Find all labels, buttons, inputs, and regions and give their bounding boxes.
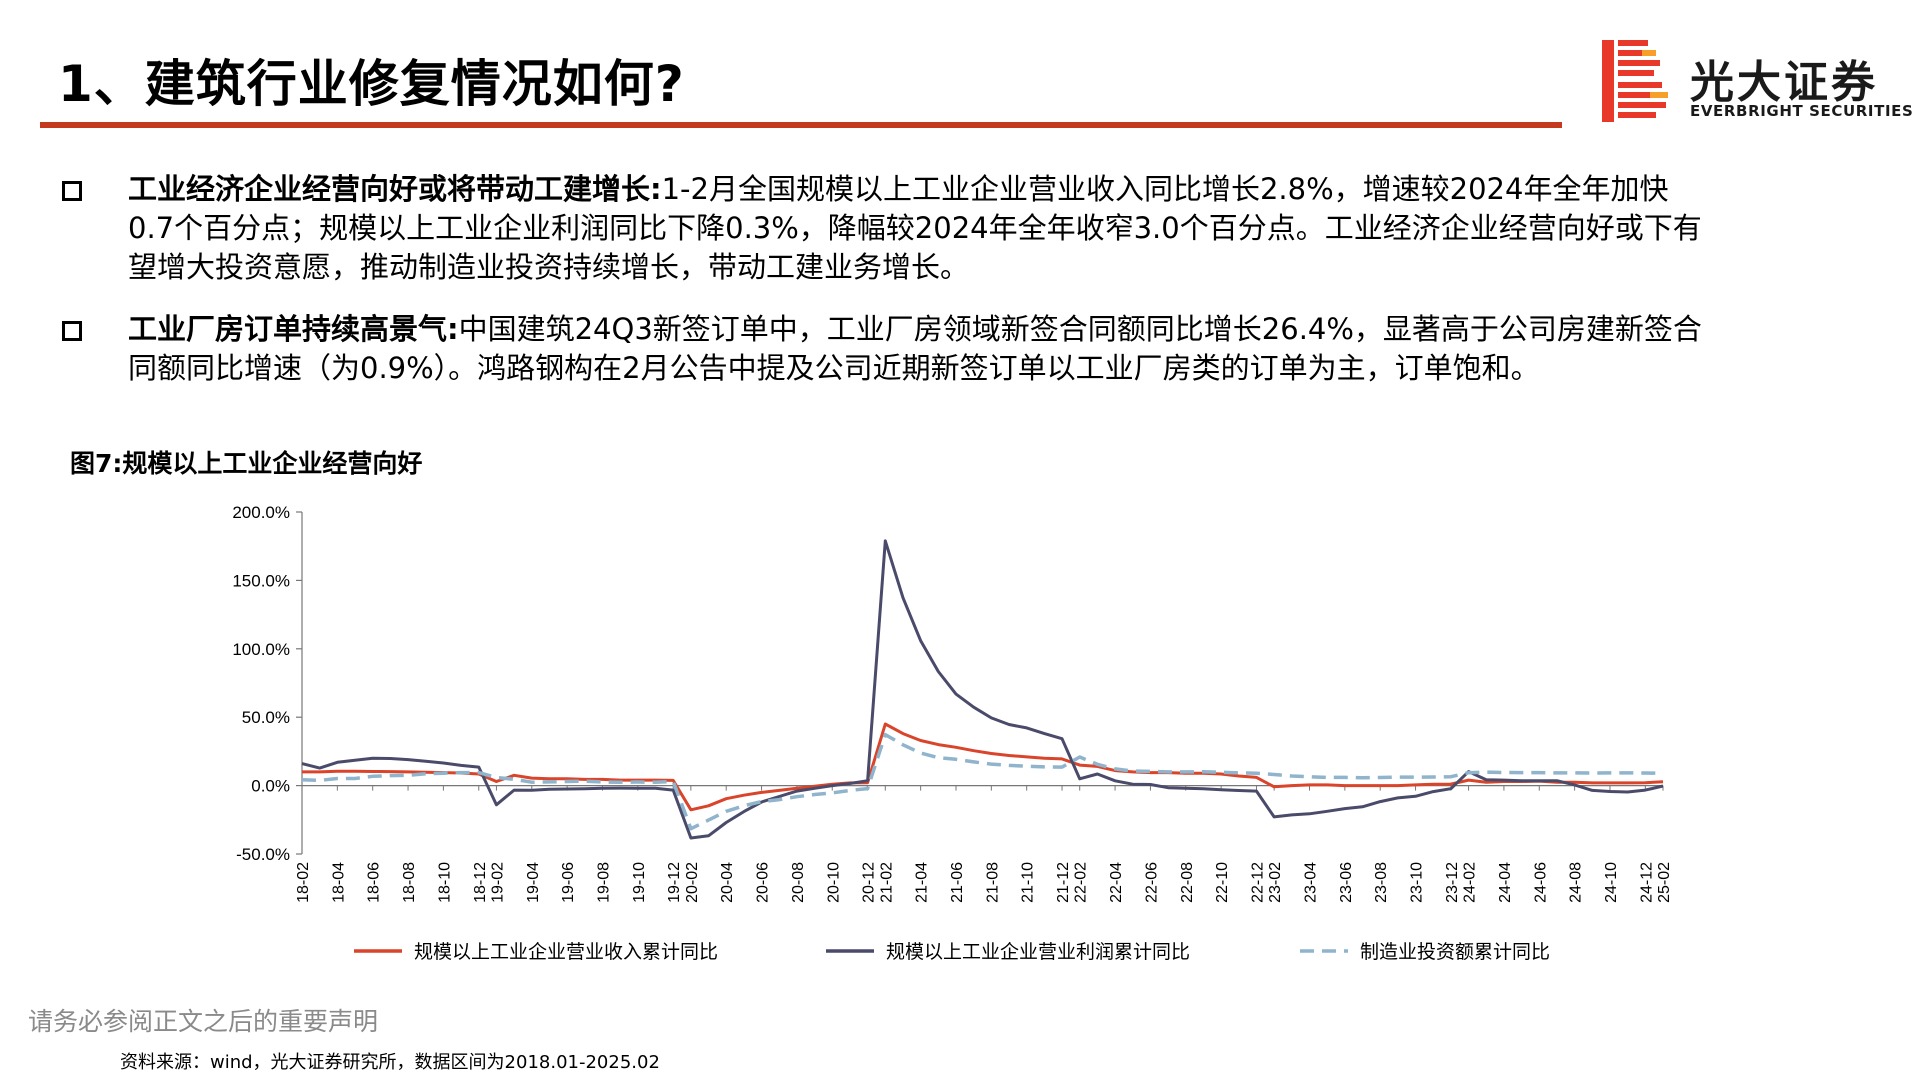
title-divider: [40, 122, 1562, 128]
x-tick-label: 20-10: [825, 862, 842, 903]
x-tick-label: 18-10: [436, 862, 453, 903]
x-tick-label: 20-08: [790, 862, 807, 903]
x-tick-label: 22-06: [1143, 862, 1160, 903]
x-tick-label: 22-04: [1108, 862, 1125, 903]
x-tick-label: 23-12: [1444, 862, 1461, 903]
x-tick-label: 21-08: [984, 862, 1001, 903]
x-tick-label: 24-06: [1532, 862, 1549, 903]
x-tick-label: 21-02: [878, 862, 895, 903]
x-tick-label: 20-06: [755, 862, 772, 903]
x-tick-label: 22-10: [1214, 862, 1231, 903]
brand-name-en: EVERBRIGHT SECURITIES: [1690, 102, 1914, 120]
x-tick-label: 24-02: [1462, 862, 1479, 903]
series-line-1: [302, 722, 1664, 812]
brand-name-cn: 光大证券: [1690, 57, 1878, 108]
x-tick-label: 19-04: [525, 862, 542, 903]
x-tick-label: 24-04: [1497, 862, 1514, 903]
x-tick-label: 18-04: [330, 862, 347, 903]
square-bullet-icon: [62, 321, 82, 341]
x-tick-label: 23-06: [1338, 862, 1355, 903]
legend-label-2: 规模以上工业企业营业利润累计同比: [886, 941, 1190, 963]
x-tick-label: 19-12: [666, 862, 683, 903]
x-tick-label: 23-04: [1302, 862, 1319, 903]
bullet-body: 中国建筑24Q3新签订单中，工业厂房领域新签合同额同比增长26.4%，显著高于公…: [128, 312, 1702, 385]
x-tick-label: 20-12: [861, 862, 878, 903]
x-tick-label: 22-02: [1073, 862, 1090, 903]
x-tick-label: 18-12: [472, 862, 489, 903]
x-tick-label: 25-02: [1656, 862, 1673, 903]
x-tick-label: 19-08: [595, 862, 612, 903]
y-tick-label: -50.0%: [236, 845, 290, 864]
x-tick-label: 18-08: [401, 862, 418, 903]
series-layer: [301, 539, 1664, 840]
bullet-industrial-economy: 工业经济企业经营向好或将带动工建增长:1-2月全国规模以上工业企业营业收入同比增…: [62, 170, 1702, 287]
bullet-factory-orders: 工业厂房订单持续高景气:中国建筑24Q3新签订单中，工业厂房领域新签合同额同比增…: [62, 310, 1702, 388]
bullet-heading: 工业厂房订单持续高景气:: [128, 312, 459, 346]
disclaimer-text: 请务必参阅正文之后的重要声明: [28, 1007, 379, 1036]
x-tick-label: 24-10: [1603, 862, 1620, 903]
x-tick-label: 21-04: [914, 862, 931, 903]
source-note: 资料来源：wind，光大证券研究所，数据区间为2018.01-2025.02: [120, 1052, 660, 1073]
bullet-body: 1-2月全国规模以上工业企业营业收入同比增长2.8%，增速较2024年全年加快0…: [128, 172, 1702, 284]
x-tick-label: 18-06: [366, 862, 383, 903]
x-tick-label: 23-02: [1267, 862, 1284, 903]
brand-logo: 光大证券 EVERBRIGHT SECURITIES: [1598, 38, 1913, 124]
bullet-heading: 工业经济企业经营向好或将带动工建增长:: [128, 172, 662, 206]
x-tick-label: 20-02: [684, 862, 701, 903]
figure-title: 图7:规模以上工业企业经营向好: [70, 449, 423, 478]
x-tick-label: 22-08: [1179, 862, 1196, 903]
y-tick-label: 150.0%: [232, 571, 290, 590]
chart-legend: 规模以上工业企业营业收入累计同比 规模以上工业企业营业利润累计同比 制造业投资额累计…: [354, 941, 1550, 963]
x-tick-label: 19-06: [560, 862, 577, 903]
x-axis: 18-02 18-04 18-06 18-08 18-10 18-12 19-02 19-04…: [295, 785, 1673, 903]
x-tick-label: 21-12: [1055, 862, 1072, 903]
x-tick-label: 19-10: [631, 862, 648, 903]
x-tick-label: 21-06: [949, 862, 966, 903]
y-tick-label: 200.0%: [232, 503, 290, 522]
x-tick-label: 18-02: [295, 862, 312, 903]
line-chart: -50.0%0.0%50.0%100.0%150.0%200.0% 18-02 1…: [232, 503, 1673, 963]
legend-label-1: 规模以上工业企业营业收入累计同比: [414, 941, 718, 963]
x-tick-label: 19-02: [489, 862, 506, 903]
y-tick-label: 50.0%: [242, 708, 290, 727]
y-tick-label: 0.0%: [251, 777, 290, 796]
everbright-b-logo-icon: [1602, 40, 1668, 122]
series-line-2: [301, 539, 1664, 840]
x-tick-label: 21-10: [1020, 862, 1037, 903]
series-line-3: [301, 732, 1664, 831]
legend-label-3: 制造业投资额累计同比: [1360, 941, 1550, 963]
x-tick-label: 24-08: [1568, 862, 1585, 903]
x-tick-label: 22-12: [1249, 862, 1266, 903]
y-tick-label: 100.0%: [232, 640, 290, 659]
y-axis: -50.0% 0.0% 50.0% 100.0% 150.0% 200.0%: [232, 503, 303, 864]
square-bullet-icon: [62, 181, 82, 201]
page-title: 1、建筑行业修复情况如何?: [58, 55, 685, 113]
x-tick-label: 23-10: [1409, 862, 1426, 903]
x-tick-label: 20-04: [719, 862, 736, 903]
x-tick-label: 24-12: [1638, 862, 1655, 903]
x-tick-label: 23-08: [1373, 862, 1390, 903]
